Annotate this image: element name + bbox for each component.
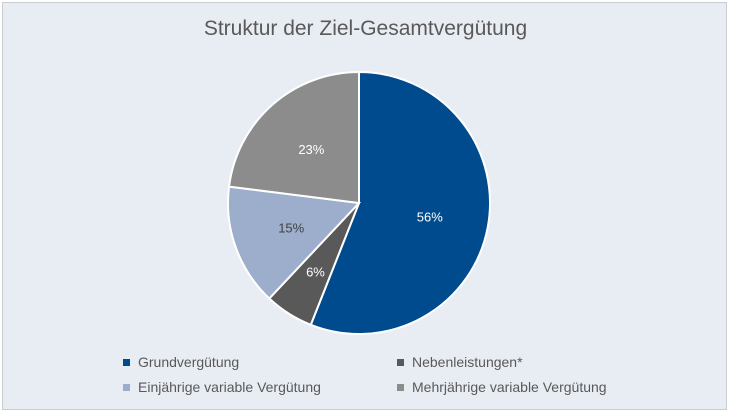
pie-slice-0 bbox=[309, 70, 491, 335]
legend-item-mehrjaehrige: Mehrjährige variable Vergütung bbox=[397, 379, 607, 395]
legend-item-nebenleistungen: Nebenleistungen* bbox=[397, 354, 523, 370]
data-label-1: 6% bbox=[306, 265, 325, 280]
legend-label: Grundvergütung bbox=[138, 354, 240, 370]
legend-swatch-0 bbox=[123, 358, 130, 366]
legend-label: Mehrjährige variable Vergütung bbox=[412, 379, 607, 395]
legend-item-einjaehrige: Einjährige variable Vergütung bbox=[123, 379, 321, 395]
data-label-3: 23% bbox=[298, 142, 324, 157]
pie-slice-2 bbox=[227, 185, 362, 300]
legend-swatch-2 bbox=[123, 383, 130, 391]
legend-label: Nebenleistungen* bbox=[412, 354, 523, 370]
legend-label: Einjährige variable Vergütung bbox=[138, 379, 321, 395]
data-label-2: 15% bbox=[278, 220, 304, 235]
chart-title: Struktur der Ziel-Gesamtvergütung bbox=[203, 17, 528, 40]
data-label-0: 56% bbox=[417, 210, 443, 225]
pie-slice-3 bbox=[227, 70, 360, 205]
legend-item-grundverguetung: Grundvergütung bbox=[123, 354, 239, 370]
legend-swatch-3 bbox=[397, 383, 404, 391]
legend-swatch-1 bbox=[397, 358, 404, 366]
